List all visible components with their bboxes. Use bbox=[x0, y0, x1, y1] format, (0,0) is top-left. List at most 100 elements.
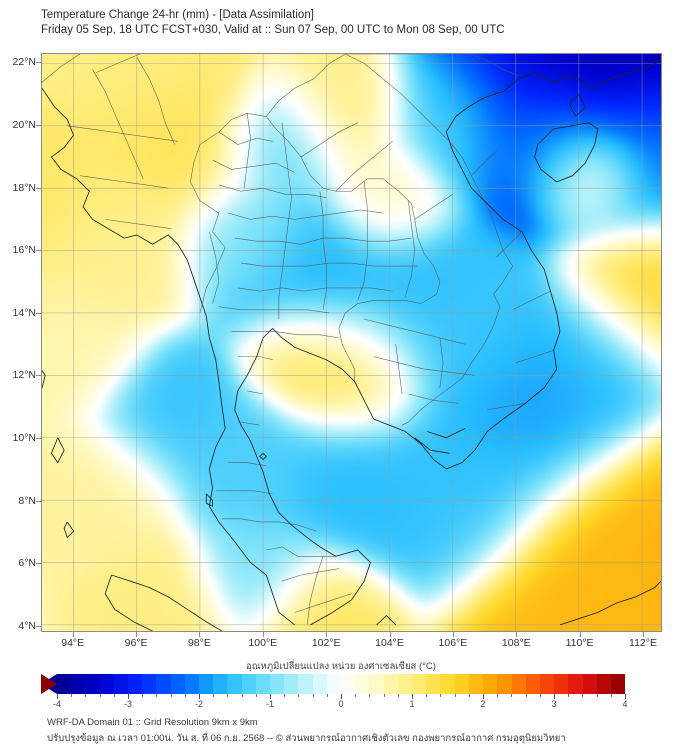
colorbar-band bbox=[142, 674, 157, 694]
colorbar-major-tick bbox=[270, 694, 271, 699]
colorbar-minor-tick bbox=[539, 694, 541, 697]
colorbar-minor-tick bbox=[71, 694, 73, 697]
y-axis-label: 4°N bbox=[18, 619, 36, 632]
colorbar-band bbox=[312, 674, 327, 694]
triangle-right-icon bbox=[41, 674, 57, 694]
colorbar-minor-tick bbox=[525, 694, 527, 697]
colorbar-minor-tick bbox=[99, 694, 101, 697]
colorbar-minor-tick bbox=[582, 694, 584, 697]
colorbar-band bbox=[71, 674, 86, 694]
colorbar-minor-tick bbox=[369, 694, 371, 697]
colorbar-minor-tick bbox=[184, 694, 186, 697]
colorbar-band bbox=[426, 674, 441, 694]
colorbar-minor-tick bbox=[440, 694, 442, 697]
page-title: Temperature Change 24-hr (mm) - [Data As… bbox=[41, 9, 314, 21]
colorbar-band bbox=[468, 674, 484, 694]
colorbar-major-tick bbox=[57, 694, 58, 699]
colorbar-band bbox=[341, 674, 356, 694]
y-axis-tick bbox=[36, 375, 41, 377]
colorbar-major-tick bbox=[199, 694, 200, 699]
colorbar[interactable]: อุณหภูมิเปลี่ยนแปลง หน่วย องศาเซลเซียส (… bbox=[41, 660, 641, 710]
colorbar-band bbox=[113, 674, 129, 694]
y-axis-tick bbox=[36, 250, 41, 252]
colorbar-band bbox=[284, 674, 299, 694]
x-axis-tick bbox=[326, 632, 328, 637]
colorbar-major-tick bbox=[128, 694, 129, 699]
colorbar-band bbox=[184, 674, 200, 694]
colorbar-band bbox=[582, 674, 597, 694]
colorbar-minor-tick bbox=[142, 694, 144, 697]
colorbar-caption: อุณหภูมิเปลี่ยนแปลง หน่วย องศาเซลเซียส (… bbox=[246, 661, 436, 672]
colorbar-band bbox=[170, 674, 185, 694]
colorbar-band bbox=[596, 674, 611, 694]
colorbar-tick-label: -2 bbox=[194, 699, 203, 709]
x-axis-label: 104°E bbox=[375, 637, 404, 649]
x-axis-label: 110°E bbox=[565, 637, 594, 649]
colorbar-band bbox=[539, 674, 555, 694]
colorbar-band bbox=[525, 674, 540, 694]
colorbar-band bbox=[610, 674, 626, 694]
colorbar-band bbox=[156, 674, 171, 694]
colorbar-minor-tick bbox=[454, 694, 456, 697]
colorbar-band bbox=[298, 674, 313, 694]
colorbar-band bbox=[369, 674, 384, 694]
colorbar-band bbox=[412, 674, 427, 694]
colorbar-tick-label: 0 bbox=[338, 699, 344, 709]
colorbar-band bbox=[568, 674, 583, 694]
colorbar-minor-tick bbox=[255, 694, 257, 697]
colorbar-band bbox=[227, 674, 242, 694]
colorbar-tick-label: 1 bbox=[409, 699, 415, 709]
colorbar-band bbox=[241, 674, 256, 694]
y-axis-label: 22°N bbox=[12, 56, 36, 69]
temperature-anomaly-field bbox=[42, 54, 661, 631]
x-axis-tick bbox=[389, 632, 391, 637]
colorbar-minor-tick bbox=[568, 694, 570, 697]
colorbar-minor-tick bbox=[596, 694, 598, 697]
colorbar-minor-tick bbox=[85, 694, 87, 697]
coastline-and-borders bbox=[42, 54, 661, 631]
colorbar-minor-tick bbox=[326, 694, 328, 697]
colorbar-band bbox=[383, 674, 398, 694]
colorbar-band bbox=[85, 674, 100, 694]
colorbar-minor-tick bbox=[113, 694, 115, 697]
colorbar-major-tick bbox=[341, 694, 342, 699]
colorbar-minor-tick bbox=[213, 694, 215, 697]
colorbar-bands bbox=[57, 674, 626, 694]
colorbar-minor-tick bbox=[170, 694, 172, 697]
colorbar-band bbox=[497, 674, 512, 694]
x-axis-label: 112°E bbox=[629, 637, 657, 649]
colorbar-minor-tick bbox=[241, 694, 243, 697]
y-axis-tick bbox=[36, 125, 41, 126]
x-axis-tick bbox=[643, 632, 644, 637]
colorbar-tick-label: -3 bbox=[123, 699, 132, 709]
x-axis-tick bbox=[136, 632, 138, 637]
y-axis-label: 20°N bbox=[12, 119, 36, 131]
y-axis-label: 6°N bbox=[18, 557, 36, 570]
y-axis-tick bbox=[36, 438, 41, 439]
colorbar-major-tick bbox=[625, 694, 626, 699]
colorbar-band bbox=[255, 674, 271, 694]
x-axis-tick bbox=[579, 632, 581, 637]
colorbar-band bbox=[57, 674, 72, 694]
colorbar-band bbox=[213, 674, 228, 694]
y-axis-label: 10°N bbox=[12, 432, 36, 444]
y-axis-tick bbox=[36, 62, 41, 64]
colorbar-band bbox=[440, 674, 455, 694]
x-axis-label: 106°E bbox=[438, 637, 468, 649]
colorbar-band bbox=[511, 674, 526, 694]
x-axis-tick bbox=[199, 632, 201, 637]
colorbar-minor-tick bbox=[610, 694, 612, 697]
colorbar-band bbox=[128, 674, 143, 694]
footer-credit: ปรับปรุงข้อมูล ณ เวลา 01:00น. วัน ส. ที่… bbox=[47, 733, 566, 744]
colorbar-band bbox=[454, 674, 469, 694]
map-plot-area[interactable] bbox=[41, 53, 662, 632]
x-axis-label: 96°E bbox=[124, 637, 148, 649]
colorbar-minor-tick bbox=[298, 694, 300, 697]
colorbar-band bbox=[554, 674, 569, 694]
colorbar-ticks: -4 -3 -2 -1 0 1 2 3 4 bbox=[53, 694, 628, 710]
x-axis-label: 94°E bbox=[61, 637, 85, 649]
x-axis-label: 100°E bbox=[248, 637, 278, 649]
colorbar-tick-label: 2 bbox=[480, 699, 486, 709]
colorbar-minor-tick bbox=[397, 694, 399, 697]
forecast-valid-subtitle: Friday 05 Sep, 18 UTC FCST+030, Valid at… bbox=[41, 24, 505, 36]
